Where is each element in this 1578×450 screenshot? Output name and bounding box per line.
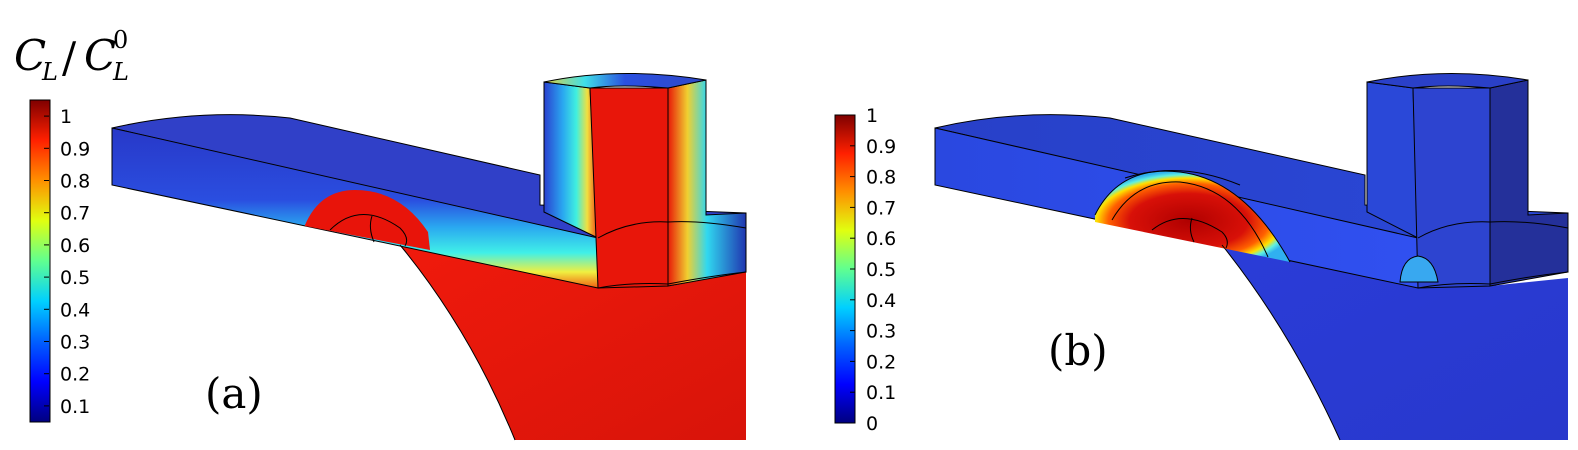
panel-a-colorbar-tick-label: 0.8 <box>60 171 90 193</box>
panel-b-colorbar-tick-label: 0.6 <box>866 228 896 250</box>
cb-title-c: C <box>14 31 46 80</box>
panel-b-label: (b) <box>1048 326 1108 375</box>
panel-a-colorbar-tick-label: 0.9 <box>60 138 90 160</box>
panel-b-body-edge <box>1221 244 1341 441</box>
panel-b-colorbar-tick-label: 0.5 <box>866 259 896 281</box>
panel-b-contour-outer <box>1094 170 1291 263</box>
panel-b-colorbar-tick-label: 0 <box>866 413 878 435</box>
panel-a-colorbar-tick-label: 0.1 <box>60 396 90 418</box>
panel-b-stem-right <box>1489 79 1569 287</box>
panel-b-contour-mid <box>1111 181 1269 258</box>
cb-title-c2: C <box>84 31 116 80</box>
panel-a-stem-front <box>589 87 669 289</box>
panel-b-junction-arc <box>1417 221 1569 239</box>
panel-b-hole-seam <box>1189 217 1195 243</box>
panel-b-hole-arc <box>1151 218 1228 249</box>
panel-a-hole-arc <box>329 214 408 247</box>
panel-b-colorbar-tick-label: 0.9 <box>866 136 896 158</box>
panel-a-stem-left <box>543 81 599 239</box>
panel-a-colorbar-tick-label: 0.2 <box>60 364 90 386</box>
panel-b-junction-arc-lower <box>1417 271 1569 289</box>
panel-b-colorbar-tick-label: 0.8 <box>866 167 896 189</box>
panel-a-colorbar-title: C L / C L 0 <box>14 26 129 86</box>
panel-a-body-edge <box>399 244 516 441</box>
cb-title-sub2: L <box>112 58 129 86</box>
panel-a-label: (a) <box>205 369 263 418</box>
panel-a-colorbar-tick-label: 0.5 <box>60 267 90 289</box>
panel-a-colorbar-tick-label: 0.3 <box>60 332 90 354</box>
panel-b-colorbar-tick-label: 0.7 <box>866 197 896 219</box>
panel-b-colorbar-tick-label: 0.3 <box>866 321 896 343</box>
panel-a-junction-arc-lower <box>597 271 747 289</box>
panel-a-colorbar-tick-label: 0.4 <box>60 299 90 321</box>
panel-a-colorbar-ticks: 1 0.9 0.8 0.7 0.6 0.5 0.4 0.3 0.2 0.1 <box>44 106 90 418</box>
panel-b: 1 0.9 0.8 0.7 0.6 0.5 0.4 0.3 0.2 0.1 0 (b) <box>834 72 1569 441</box>
panel-b-colorbar-tick-label: 0.4 <box>866 290 896 312</box>
panel-b-colorbar-tick-label: 0.2 <box>866 351 896 373</box>
panel-b-junction-bump <box>1399 255 1439 283</box>
cb-title-slash: / <box>62 33 77 82</box>
panel-b-body <box>1222 245 1568 440</box>
panel-a-colorbar-tick-label: 0.7 <box>60 203 90 225</box>
panel-a-body <box>400 245 746 440</box>
panel-b-colorbar-tick-label: 1 <box>866 105 878 127</box>
panel-b-colorbar-ticks: 1 0.9 0.8 0.7 0.6 0.5 0.4 0.3 0.2 0.1 0 <box>850 105 896 435</box>
cb-title-sub: L <box>41 58 58 86</box>
panel-a: 1 0.9 0.8 0.7 0.6 0.5 0.4 0.3 0.2 0.1 C L / C L 0… <box>14 26 747 441</box>
panel-a-stem-right <box>667 79 747 287</box>
panel-a-hole-seam <box>369 215 375 243</box>
panel-b-colorbar-tick-label: 0.1 <box>866 382 896 404</box>
panel-b-contour-top <box>1124 170 1241 186</box>
panel-a-junction-arc <box>597 221 747 239</box>
panel-a-hot-bulge <box>305 190 430 250</box>
panel-b-hot-region <box>1095 171 1290 262</box>
panel-a-colorbar-tick-label: 0.6 <box>60 235 90 257</box>
panel-b-stem-left <box>1366 81 1419 239</box>
panel-a-colorbar-tick-label: 1 <box>60 106 72 128</box>
cb-title-sup2: 0 <box>113 26 128 54</box>
panel-b-stem-cap <box>1366 72 1529 89</box>
panel-a-stem-cap <box>543 72 707 89</box>
